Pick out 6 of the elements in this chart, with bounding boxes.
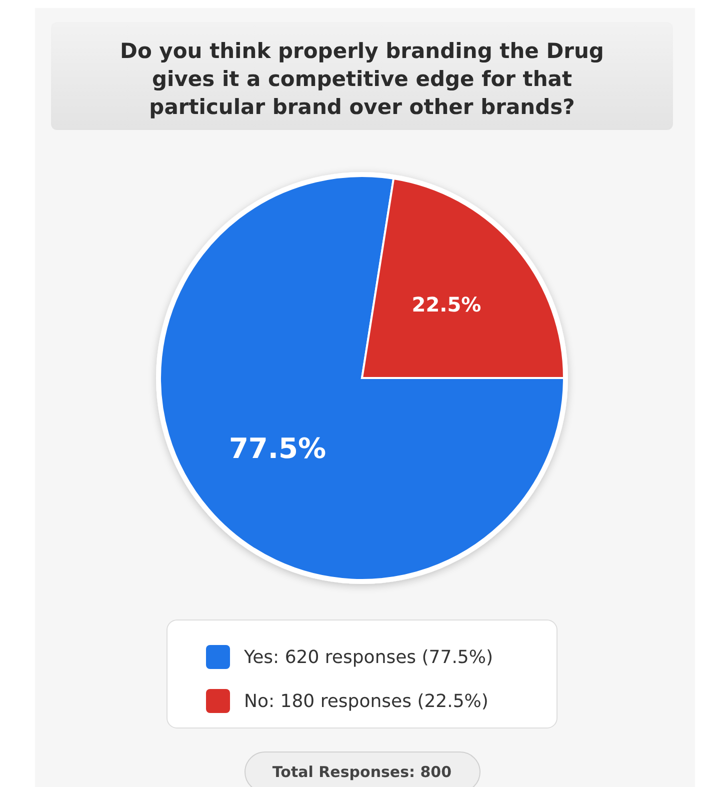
data-label: 77.5% [228, 432, 326, 465]
legend-label: No: 180 responses (22.5%) [244, 690, 488, 712]
legend-label: Yes: 620 responses (77.5%) [243, 646, 494, 668]
text: Total Responses: 800 [272, 763, 452, 782]
data-label: 22.5% [412, 292, 482, 316]
chart-title: Do you think properly branding the Drug gives it a competitive edge for that particular brand over other brands? [120, 39, 604, 119]
